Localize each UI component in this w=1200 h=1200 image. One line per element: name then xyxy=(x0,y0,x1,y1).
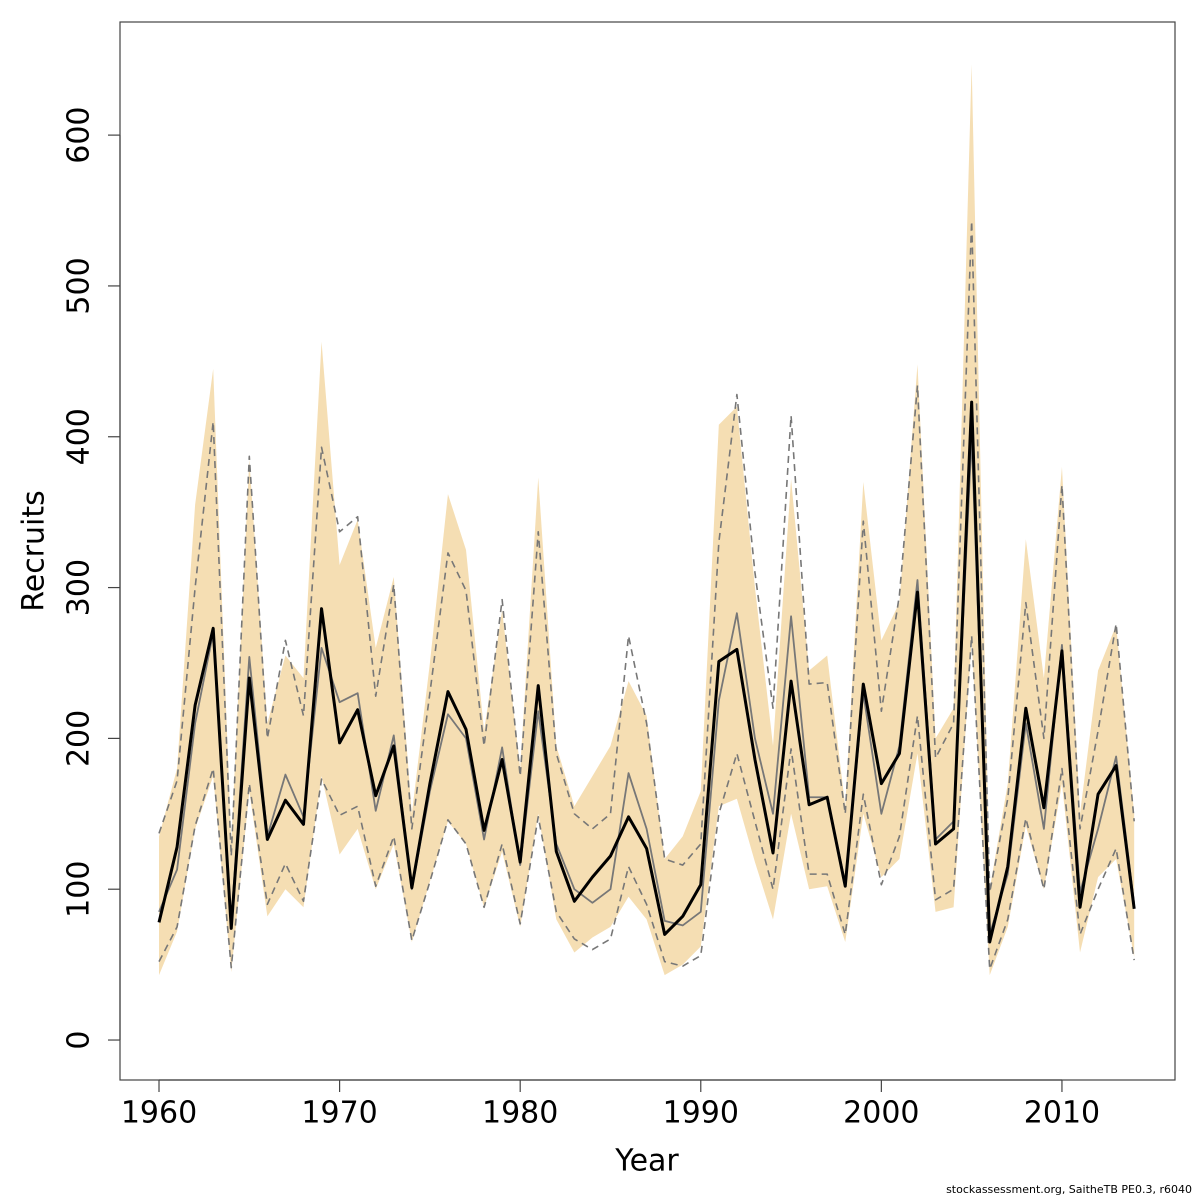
series-line xyxy=(158,635,1135,970)
confidence-band xyxy=(159,64,1135,976)
x-tick-label: 1990 xyxy=(663,1096,739,1131)
y-tick-label: 600 xyxy=(62,106,97,163)
y-tick-label: 0 xyxy=(62,1030,97,1049)
x-tick-label: 1960 xyxy=(121,1096,197,1131)
footer: stockassessment.org, SaitheTB PE0.3, r60… xyxy=(946,1183,1192,1196)
x-tick-label: 2010 xyxy=(1024,1096,1100,1131)
x-tick-label: 2000 xyxy=(843,1096,919,1131)
y-tick-label: 200 xyxy=(62,710,97,767)
series-line xyxy=(158,220,1135,894)
y-tick-label: 400 xyxy=(62,408,97,465)
series-line xyxy=(157,400,1136,944)
x-tick-label: 1980 xyxy=(482,1096,558,1131)
y-tick-label: 300 xyxy=(62,559,97,616)
y-tick-label: 100 xyxy=(62,861,97,918)
x-tick-label: 1970 xyxy=(301,1096,377,1131)
y-tick-label: 500 xyxy=(62,257,97,314)
x-axis-title: Year xyxy=(614,1144,679,1179)
y-axis-title: Recruits xyxy=(17,490,52,612)
